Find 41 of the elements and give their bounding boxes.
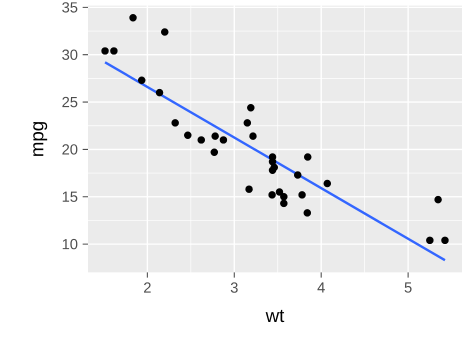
point [211, 132, 219, 140]
x-axis-title: wt [266, 310, 284, 322]
point [268, 191, 276, 199]
point [156, 88, 164, 96]
point [129, 14, 137, 22]
point [426, 236, 434, 244]
point [280, 200, 288, 208]
point [268, 166, 276, 174]
y-tick-label: 20 [62, 144, 78, 155]
point [171, 119, 179, 127]
x-tick-label: 4 [317, 282, 325, 292]
point [298, 191, 306, 199]
point [101, 47, 109, 55]
x-tick-label: 5 [404, 282, 412, 293]
point [276, 188, 284, 196]
y-tick-label: 30 [62, 50, 78, 60]
y-tick-label: 35 [62, 2, 78, 13]
point [138, 76, 146, 84]
point [249, 132, 257, 140]
point [324, 180, 332, 188]
point [161, 28, 168, 36]
point [210, 148, 218, 156]
point [441, 236, 449, 244]
point [198, 136, 205, 144]
x-tick-label: 3 [230, 282, 238, 293]
y-tick-label: 15 [62, 192, 78, 202]
y-tick-label: 10 [62, 238, 78, 250]
x-tick-label: 2 [144, 282, 151, 293]
point [110, 47, 118, 55]
point [245, 185, 253, 193]
point [280, 193, 288, 200]
point [220, 136, 228, 144]
point [434, 196, 442, 204]
point [247, 104, 255, 112]
point [244, 119, 252, 127]
point [294, 171, 302, 179]
y-axis-title: mpg [33, 122, 48, 156]
point [184, 131, 192, 139]
point [304, 153, 312, 161]
point [304, 209, 312, 217]
y-tick-label: 25 [62, 96, 78, 108]
